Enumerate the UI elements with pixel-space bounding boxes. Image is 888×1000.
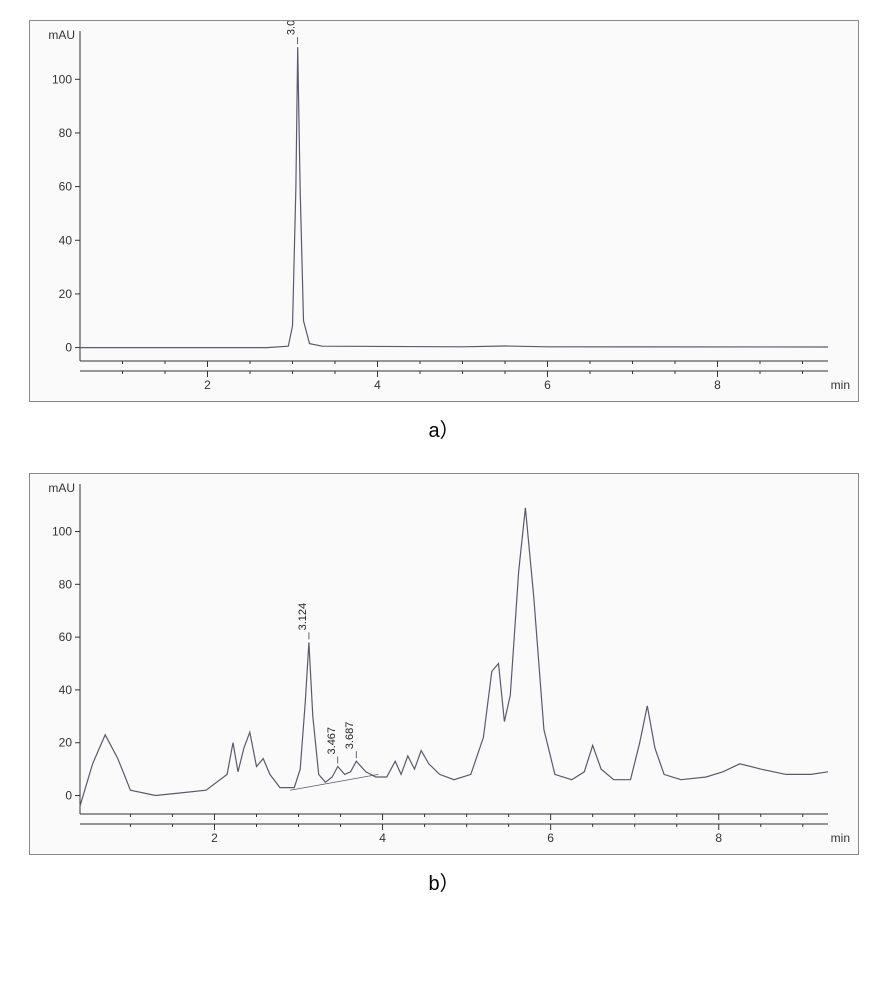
- plot-area: [80, 484, 828, 814]
- chart-b-svg: 0 20 40 60 80 100 2 4 6 8 mAU min 3.124 3.467 3.687: [30, 474, 858, 854]
- chart-a-container: 0 20 40 60 80 100 2 4 6 8 mAU min 3.061: [29, 20, 859, 402]
- x-tick-label: 4: [374, 378, 381, 392]
- y-tick-label: 80: [59, 126, 73, 140]
- y-tick-label: 0: [65, 341, 72, 355]
- x-axis-label: min: [831, 831, 850, 845]
- x-tick-label: 2: [204, 378, 211, 392]
- chart-panel-b: 0 20 40 60 80 100 2 4 6 8 mAU min 3.124 3.467 3.687 b）: [20, 473, 868, 896]
- y-tick-label: 60: [59, 180, 73, 194]
- y-tick-label: 20: [59, 287, 73, 301]
- y-tick-label: 20: [59, 736, 73, 750]
- panel-b-label: b）: [20, 867, 868, 896]
- y-axis-label: mAU: [48, 28, 75, 42]
- x-tick-label: 8: [714, 378, 721, 392]
- y-axis-label: mAU: [48, 481, 75, 495]
- peak-label: 3.061: [286, 21, 298, 35]
- y-tick-label: 40: [59, 233, 73, 247]
- x-tick-label: 2: [211, 831, 218, 845]
- x-axis-label: min: [831, 378, 850, 392]
- y-tick-label: 60: [59, 630, 73, 644]
- plot-area: [80, 31, 828, 361]
- x-tick-label: 8: [715, 831, 722, 845]
- chart-a-svg: 0 20 40 60 80 100 2 4 6 8 mAU min 3.061: [30, 21, 858, 401]
- x-tick-label: 6: [544, 378, 551, 392]
- peak-label: 3.467: [326, 727, 338, 755]
- y-tick-label: 0: [65, 789, 72, 803]
- peak-label: 3.687: [344, 722, 356, 750]
- panel-a-label: a）: [20, 414, 868, 443]
- y-tick-label: 80: [59, 577, 73, 591]
- peak-label: 3.124: [297, 603, 309, 631]
- y-tick-label: 40: [59, 683, 73, 697]
- y-tick-label: 100: [52, 525, 72, 539]
- chart-panel-a: 0 20 40 60 80 100 2 4 6 8 mAU min 3.061 a）: [20, 20, 868, 443]
- x-tick-label: 4: [379, 831, 386, 845]
- x-tick-label: 6: [547, 831, 554, 845]
- chart-b-container: 0 20 40 60 80 100 2 4 6 8 mAU min 3.124 3.467 3.687: [29, 473, 859, 855]
- y-tick-label: 100: [52, 72, 72, 86]
